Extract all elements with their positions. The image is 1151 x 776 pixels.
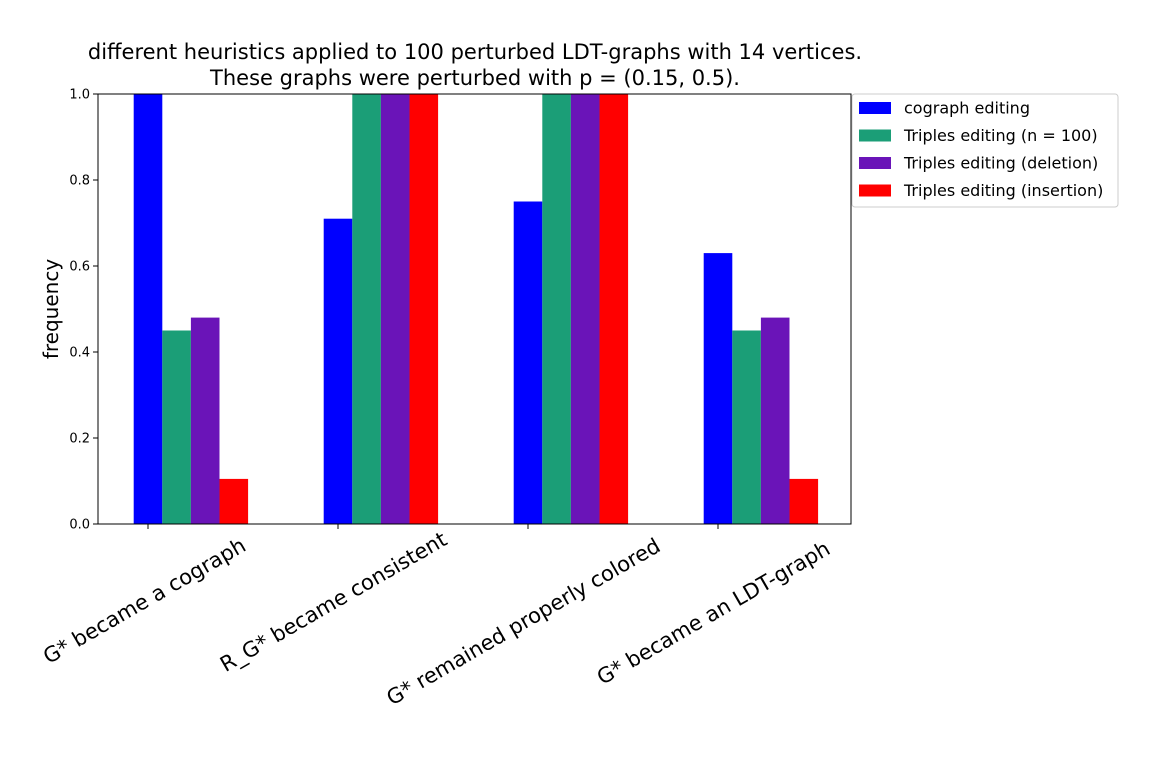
bar-1-3: [513, 201, 543, 524]
y-axis-label: frequency: [39, 259, 63, 359]
legend-swatch: [859, 102, 891, 114]
bar-3-2: [380, 94, 410, 524]
y-tick-label: 0.8: [69, 174, 90, 189]
title-line-2: These graphs were perturbed with p = (0.…: [209, 66, 740, 90]
bar-2-4: [732, 330, 761, 524]
legend-frame: [851, 93, 1119, 208]
bar-3-3: [570, 94, 600, 524]
legend-label: Triples editing (deletion): [903, 154, 1098, 173]
bar-2-2: [352, 94, 381, 524]
bar-4-2: [409, 94, 439, 524]
bar-4-4: [789, 478, 819, 524]
bars-layer: [133, 94, 819, 524]
legend-label: Triples editing (insertion): [903, 181, 1103, 200]
bar-1-1: [133, 94, 163, 524]
bar-2-3: [542, 94, 571, 524]
bar-1-2: [323, 218, 353, 524]
legend: cograph editing Triples editing (n = 100)…: [851, 93, 1119, 208]
chart-title: different heuristics applied to 100 pert…: [88, 40, 862, 90]
y-tick-label: 0.0: [69, 518, 90, 533]
y-tick-label: 0.6: [69, 260, 90, 275]
legend-label: cograph editing: [904, 99, 1030, 118]
bar-1-4: [703, 253, 733, 524]
bar-4-3: [599, 94, 629, 524]
bar-4-1: [219, 478, 249, 524]
x-tick-label: R_G* became consistent: [216, 527, 451, 677]
bar-3-4: [760, 317, 790, 524]
y-axis: 0.0 0.2 0.4 0.6 0.8 1.0: [69, 88, 98, 533]
legend-swatch: [859, 184, 891, 197]
plot-frame: [97, 93, 852, 525]
legend-label: Triples editing (n = 100): [903, 126, 1098, 145]
bar-2-1: [162, 330, 191, 524]
y-tick-label: 0.2: [69, 432, 90, 447]
bar-3-1: [190, 317, 220, 524]
y-tick-label: 1.0: [69, 88, 90, 103]
legend-swatch: [859, 157, 891, 169]
title-line-1: different heuristics applied to 100 pert…: [88, 40, 862, 64]
y-tick-label: 0.4: [69, 346, 90, 361]
legend-swatch: [859, 129, 891, 142]
x-tick-label: G* became a cograph: [39, 533, 250, 669]
